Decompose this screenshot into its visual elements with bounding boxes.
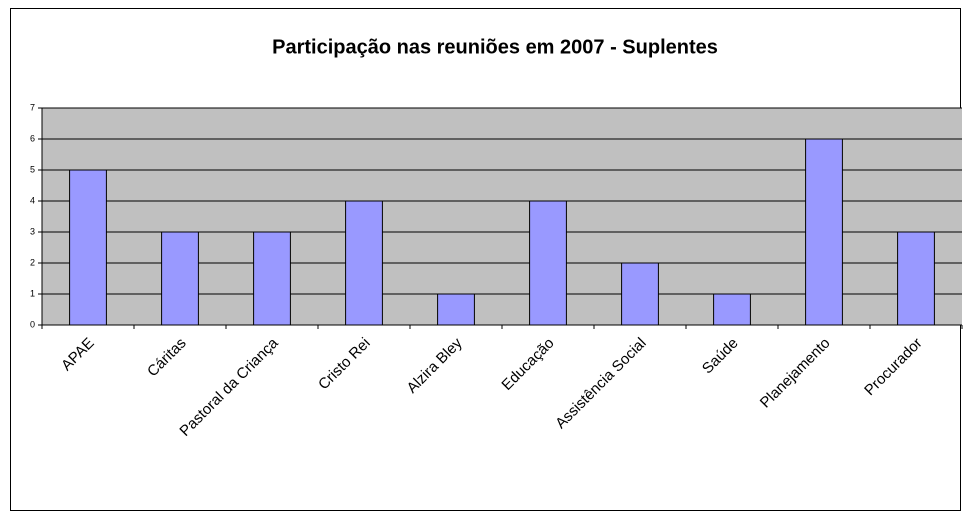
y-tick-label: 3 [30,226,35,236]
bar [345,200,383,326]
bar [161,231,199,326]
y-tick-label: 1 [30,288,35,298]
y-tick-label: 2 [30,257,35,267]
y-tick-label: 0 [30,319,35,329]
bar [253,231,291,326]
bar [621,262,659,326]
y-tick-label: 5 [30,164,35,174]
y-tick-label: 7 [30,102,35,112]
bar [897,231,935,326]
y-tick-label: 6 [30,133,35,143]
bar [713,293,751,326]
bar [69,169,107,326]
y-tick-label: 4 [30,195,35,205]
bar [529,200,567,326]
bar [437,293,475,326]
bar [805,138,843,326]
chart-title: Participação nas reuniões em 2007 - Supl… [272,36,718,58]
